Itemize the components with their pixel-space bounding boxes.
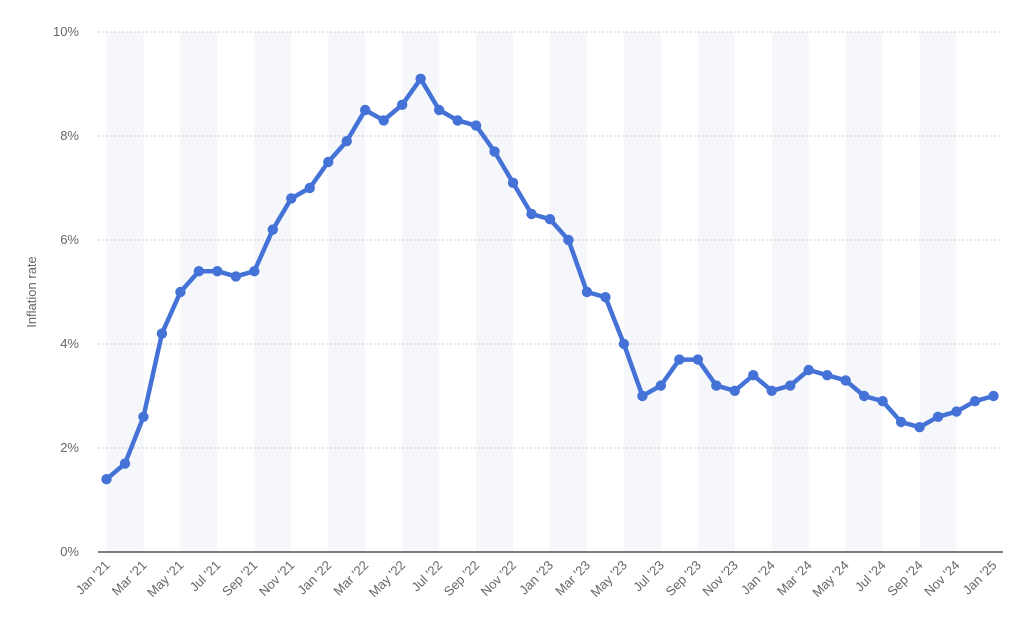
background-band	[771, 32, 809, 552]
x-tick-label: Mar '21	[109, 558, 150, 599]
data-point	[249, 266, 260, 277]
data-point	[692, 354, 704, 365]
data-point	[323, 156, 334, 168]
x-tick-label: Jan '22	[294, 558, 334, 598]
x-tick-label: Mar '22	[330, 558, 371, 599]
data-point	[544, 214, 556, 225]
data-point	[877, 396, 888, 407]
background-band	[180, 32, 218, 552]
alternating-bands	[106, 32, 957, 552]
background-band	[550, 32, 587, 552]
data-point	[378, 115, 389, 126]
data-point	[415, 73, 426, 85]
data-point	[785, 380, 796, 391]
background-band	[254, 32, 292, 552]
y-tick-label: 10%	[53, 24, 79, 39]
background-band	[476, 32, 514, 552]
x-tick-label: Mar '23	[552, 558, 593, 599]
x-tick-label: May '24	[809, 558, 852, 601]
x-tick-label: May '23	[588, 558, 631, 601]
data-point	[563, 234, 574, 246]
x-tick-label: Nov '22	[478, 558, 519, 599]
data-point	[101, 474, 112, 485]
data-point	[766, 385, 777, 396]
data-point	[470, 120, 482, 131]
data-point	[138, 411, 149, 422]
data-point	[729, 385, 740, 396]
background-band	[845, 32, 883, 552]
x-tick-label: Sep '23	[662, 558, 703, 599]
y-tick-label: 6%	[60, 232, 79, 247]
background-band	[697, 32, 735, 552]
data-point	[230, 271, 242, 282]
data-point	[618, 338, 630, 350]
data-point	[286, 193, 297, 204]
x-tick-label: Jan '23	[516, 558, 556, 598]
data-point	[507, 177, 519, 188]
x-tick-label: Jul '23	[630, 558, 667, 595]
data-point	[360, 104, 371, 116]
background-band	[919, 32, 957, 552]
gridlines	[98, 31, 1003, 449]
data-point	[988, 390, 999, 402]
data-point	[674, 354, 685, 365]
x-tick-label: Nov '23	[699, 558, 740, 599]
data-point	[119, 458, 131, 469]
data-point	[711, 380, 722, 391]
x-tick-label: Sep '24	[884, 558, 925, 599]
x-tick-label: Jan '21	[73, 558, 113, 598]
data-point	[489, 146, 500, 157]
x-tick-label: Sep '22	[441, 558, 482, 599]
x-tick-label: Nov '24	[921, 558, 962, 599]
data-point	[581, 286, 593, 298]
data-point	[895, 416, 907, 428]
y-axis-title: Inflation rate	[24, 256, 39, 328]
data-point	[951, 406, 962, 417]
x-tick-label: Jan '25	[960, 558, 1000, 598]
data-point	[304, 182, 315, 194]
background-band	[623, 32, 661, 552]
data-point	[452, 115, 463, 126]
data-point	[969, 396, 981, 407]
data-point	[840, 375, 851, 386]
y-tick-labels: 0% 2% 4% 6% 8% 10%	[53, 24, 79, 559]
x-tick-label: May '22	[366, 558, 409, 601]
data-point	[526, 208, 537, 220]
x-tick-label: Jul '22	[408, 558, 445, 595]
data-point	[914, 422, 925, 433]
background-band	[402, 32, 440, 552]
background-band	[328, 32, 366, 552]
data-point	[433, 104, 445, 116]
data-point	[267, 224, 279, 235]
data-point	[932, 411, 944, 422]
data-point	[212, 266, 223, 277]
data-point	[396, 99, 408, 111]
data-point	[175, 286, 186, 298]
series-points	[101, 73, 999, 485]
data-point	[655, 380, 667, 391]
y-tick-label: 0%	[60, 544, 79, 559]
x-tick-label: Mar '24	[774, 558, 815, 599]
x-tick-label: May '21	[144, 558, 187, 601]
y-tick-label: 8%	[60, 128, 79, 143]
data-point	[637, 390, 648, 402]
x-tick-label: Jul '24	[852, 558, 889, 595]
data-point	[821, 370, 833, 381]
x-tick-label: Jan '24	[738, 558, 778, 598]
data-point	[341, 136, 352, 147]
y-tick-label: 4%	[60, 336, 79, 351]
x-tick-label: Sep '21	[219, 558, 260, 599]
x-tick-label: Jul '21	[187, 558, 224, 595]
data-point	[156, 328, 168, 339]
data-point	[193, 266, 205, 277]
x-tick-label: Nov '21	[256, 558, 297, 599]
y-tick-label: 2%	[60, 440, 79, 455]
data-point	[858, 390, 870, 402]
data-point	[803, 364, 814, 376]
data-point	[600, 292, 611, 303]
data-point	[748, 370, 759, 381]
